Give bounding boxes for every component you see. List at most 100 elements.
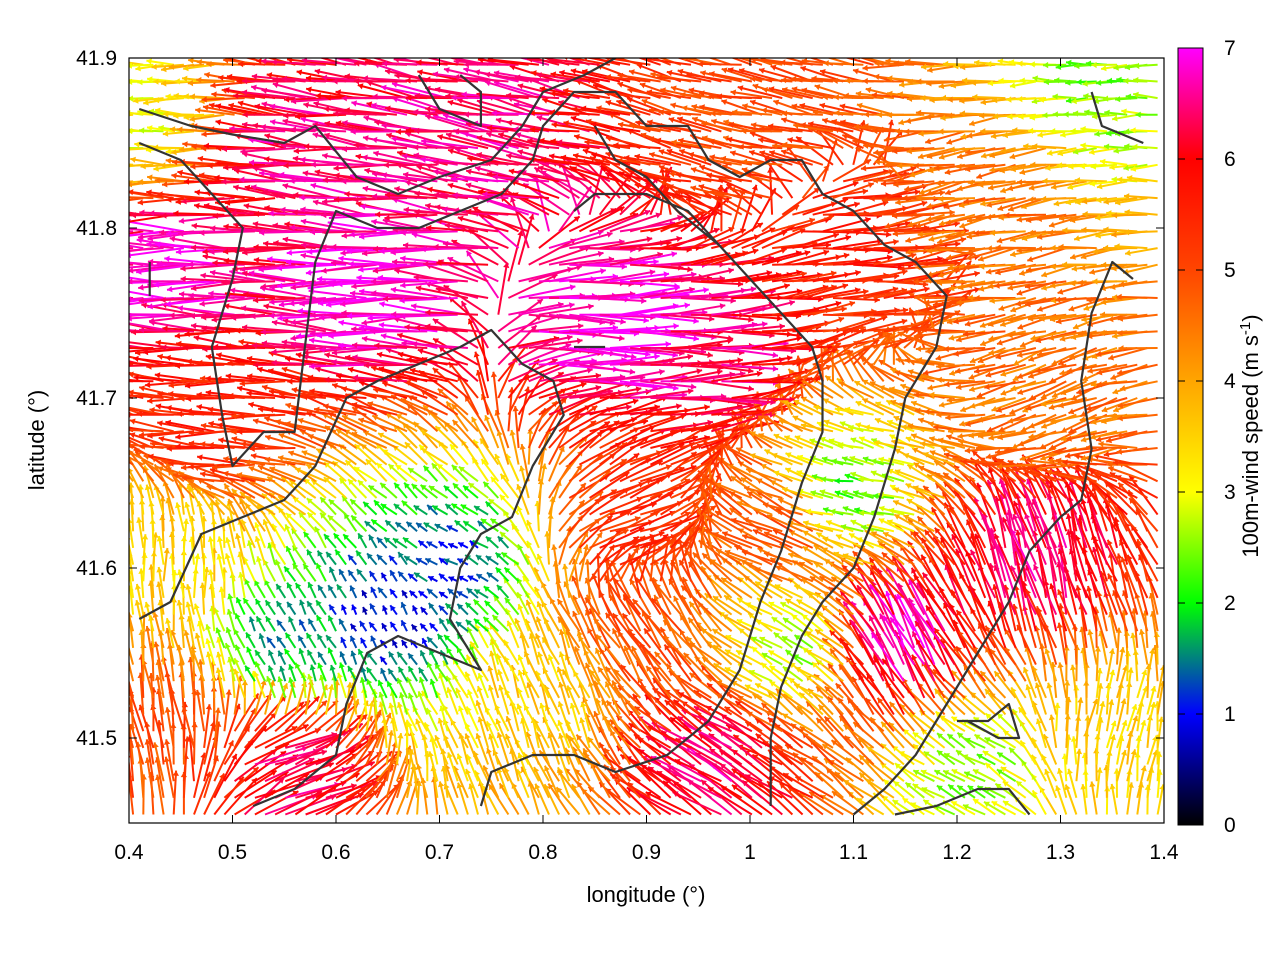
- wind-arrow-head: [604, 748, 610, 755]
- wind-arrow-head: [664, 700, 671, 706]
- wind-arrow-head: [799, 726, 806, 733]
- wind-arrow-head: [708, 733, 715, 740]
- wind-arrow-head: [321, 700, 327, 707]
- wind-arrow-head: [544, 765, 550, 772]
- wind-arrow-shaft: [708, 732, 753, 766]
- wind-arrow-shaft: [457, 782, 469, 815]
- wind-arrow-shaft: [823, 715, 855, 749]
- wind-arrow-shaft: [769, 765, 804, 799]
- wind-arrow-shaft: [244, 777, 285, 816]
- wind-arrow-shaft: [1043, 733, 1058, 765]
- wind-arrow-shaft: [814, 771, 844, 799]
- wind-arrow-shaft: [650, 755, 702, 783]
- wind-arrow-shaft: [880, 721, 905, 749]
- wind-arrow-shaft: [264, 772, 310, 799]
- wind-arrow-shaft: [395, 758, 410, 799]
- wind-arrow-shaft: [233, 708, 257, 749]
- wind-arrow-head: [388, 702, 395, 709]
- wind-arrow-head: [172, 770, 179, 776]
- wind-arrow-shaft: [865, 778, 895, 799]
- wind-arrow-head: [937, 733, 943, 739]
- wind-arrow-shaft: [737, 744, 783, 766]
- wind-arrow-shaft: [887, 721, 915, 749]
- wind-arrow-head: [903, 729, 910, 735]
- wind-arrow-head: [910, 802, 917, 808]
- wind-arrow-head: [1057, 768, 1064, 774]
- wind-arrow-head: [843, 724, 850, 731]
- wind-arrow-head: [755, 733, 762, 740]
- wind-arrow-head: [1002, 781, 1009, 787]
- wind-arrow-shaft: [505, 715, 520, 749]
- wind-arrow-shaft: [438, 781, 449, 815]
- wind-arrow-head: [1016, 781, 1023, 787]
- wind-arrow-head: [1109, 783, 1116, 790]
- wind-arrow-head: [533, 767, 540, 774]
- wind-arrow-head: [951, 769, 958, 775]
- wind-arrow-shaft: [475, 700, 490, 732]
- wind-arrow-shaft: [294, 699, 328, 732]
- wind-arrow-head: [576, 734, 583, 741]
- wind-arrow-shaft: [1105, 764, 1108, 798]
- wind-arrow-head: [720, 763, 727, 770]
- wind-arrow-shaft: [254, 746, 308, 766]
- wind-arrow-shaft: [365, 749, 401, 782]
- wind-arrow-shaft: [767, 749, 804, 782]
- wind-arrow-shaft: [703, 721, 753, 749]
- wind-arrow-head: [569, 736, 575, 743]
- wind-arrow-head: [438, 781, 445, 788]
- wind-arrow-head: [866, 746, 873, 753]
- wind-arrow-head: [587, 737, 594, 744]
- wind-arrow-head: [816, 718, 823, 724]
- wind-arrow-head: [1110, 720, 1117, 727]
- wind-arrow-head: [610, 774, 617, 780]
- wind-arrow-head: [761, 703, 768, 709]
- wind-arrow-head: [1109, 734, 1116, 741]
- wind-arrow-shaft: [1116, 749, 1127, 782]
- wind-arrow-shaft: [766, 780, 804, 816]
- wind-arrow-shaft: [498, 782, 520, 816]
- wind-arrow-shaft: [129, 729, 135, 749]
- wind-arrow-head: [164, 739, 171, 745]
- wind-arrow-head: [1003, 730, 1010, 737]
- wind-arrow-head: [1035, 718, 1042, 725]
- wind-arrow-head: [936, 785, 943, 792]
- wind-arrow-head: [321, 749, 327, 756]
- wind-arrow-shaft: [475, 733, 490, 765]
- wind-arrow-head: [569, 703, 576, 709]
- wind-arrow-shaft: [203, 704, 211, 749]
- wind-arrow-shaft: [866, 745, 895, 766]
- wind-arrow-head: [895, 763, 901, 769]
- wind-arrow-head: [397, 733, 404, 739]
- wind-arrow-head: [228, 740, 234, 747]
- wind-arrow-head: [477, 716, 484, 723]
- wind-arrow-head: [984, 801, 990, 808]
- wind-arrow-head: [475, 733, 482, 740]
- wind-arrow-shaft: [188, 734, 195, 782]
- wind-arrow-head: [995, 783, 1002, 790]
- wind-arrow-shaft: [355, 750, 393, 782]
- wind-arrow-shaft: [731, 784, 773, 816]
- wind-arrow-shaft: [520, 766, 540, 799]
- wind-arrow-shaft: [565, 733, 581, 765]
- wind-arrow-shaft: [166, 707, 175, 749]
- wind-arrow-shaft: [656, 770, 702, 799]
- wind-arrow-shaft: [672, 780, 712, 816]
- wind-arrow-head: [948, 784, 955, 791]
- wind-arrow-shaft: [595, 698, 611, 732]
- wind-arrow-head: [984, 737, 991, 743]
- wind-arrow-head: [647, 725, 654, 732]
- wind-arrow-shaft: [335, 749, 375, 782]
- wind-arrow-shaft: [305, 784, 357, 799]
- wind-arrow-head: [291, 726, 298, 732]
- wind-arrow-head: [991, 801, 998, 807]
- wind-arrow-shaft: [852, 721, 885, 749]
- wind-arrow-shaft: [486, 747, 500, 782]
- wind-arrow-head: [557, 720, 564, 727]
- wind-arrow-shaft: [516, 768, 530, 799]
- wind-arrow-head: [843, 780, 850, 786]
- wind-arrow-head: [1140, 720, 1147, 726]
- wind-arrow-head: [582, 748, 589, 755]
- wind-arrow-shaft: [146, 757, 155, 798]
- wind-arrow-head: [905, 782, 912, 789]
